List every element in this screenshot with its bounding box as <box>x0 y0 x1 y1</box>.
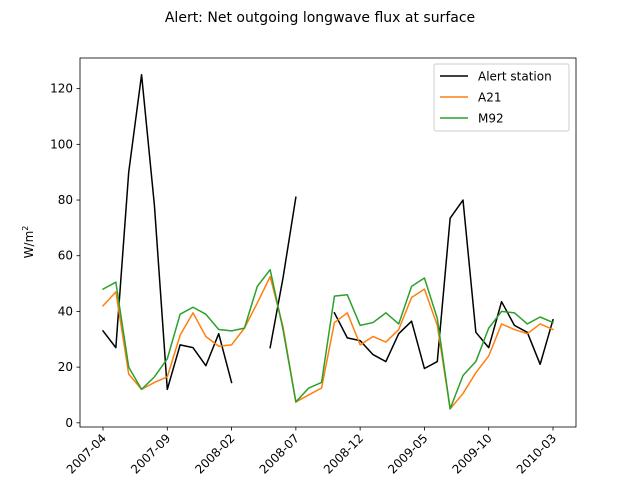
series-layer <box>101 73 554 410</box>
series-line-segment <box>333 199 554 370</box>
y-axis-label-superscript: 2 <box>21 226 30 231</box>
series-line-segment <box>101 73 233 391</box>
y-tick-label: 20 <box>58 360 73 374</box>
series-m92 <box>101 268 554 410</box>
y-axis: 0 20 40 60 80 100 120 <box>50 82 80 430</box>
x-tick-label: 2009-05 <box>385 431 430 476</box>
y-axis-label: W/m2 <box>21 226 36 259</box>
legend-label: A21 <box>478 91 501 105</box>
x-tick-label: 2008-07 <box>257 431 302 476</box>
x-tick-label: 2007-04 <box>64 431 109 476</box>
x-tick-label: 2008-02 <box>192 431 237 476</box>
legend-label: M92 <box>478 112 504 126</box>
series-alert-station <box>101 73 554 391</box>
chart-title: Alert: Net outgoing longwave flux at sur… <box>165 10 475 26</box>
x-tick-label: 2008-12 <box>321 431 366 476</box>
series-line-segment <box>269 196 297 349</box>
x-tick-label: 2009-10 <box>449 431 494 476</box>
series-a21 <box>101 275 554 410</box>
x-tick-label: 2007-09 <box>128 431 173 476</box>
y-tick-label: 0 <box>65 416 73 430</box>
y-tick-label: 80 <box>58 193 73 207</box>
x-axis: 2007-04 2007-09 2008-02 2008-07 2008-12 2009-… <box>64 427 559 477</box>
series-line-segment <box>101 275 554 410</box>
x-tick-label: 2010-03 <box>514 431 559 476</box>
y-tick-label: 120 <box>50 82 73 96</box>
plot-frame <box>79 57 577 428</box>
y-tick-label: 40 <box>58 304 73 318</box>
legend-box <box>433 63 570 132</box>
legend-label: Alert station <box>478 70 552 84</box>
series-line-segment <box>101 268 554 410</box>
y-tick-label: 60 <box>58 249 73 263</box>
y-tick-label: 100 <box>50 137 73 151</box>
legend: Alert station A21 M92 <box>433 63 570 132</box>
